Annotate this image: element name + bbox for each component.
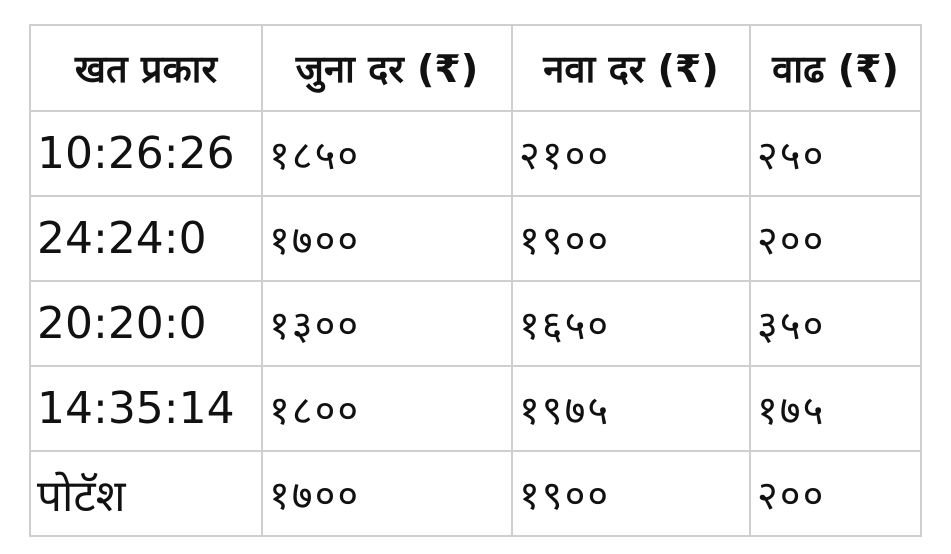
table-row: 20:20:0 १३०० १६५० ३५०	[29, 280, 922, 367]
fertilizer-type-cell: 14:35:14	[29, 365, 263, 452]
old-rate-cell: १३००	[261, 280, 513, 367]
old-rate-cell: १८००	[261, 365, 513, 452]
fertilizer-price-table: खत प्रकार जुना दर (₹) नवा दर (₹) वाढ (₹)…	[29, 24, 922, 537]
new-rate-cell: १९००	[511, 195, 751, 282]
new-rate-cell: १९७५	[511, 365, 751, 452]
new-rate-cell: १९००	[511, 450, 751, 537]
increase-cell: २००	[749, 450, 922, 537]
header-row: खत प्रकार जुना दर (₹) नवा दर (₹) वाढ (₹)	[29, 24, 922, 112]
table-row: 14:35:14 १८०० १९७५ १७५	[29, 365, 922, 452]
increase-cell: २५०	[749, 110, 922, 197]
new-rate-cell: २१००	[511, 110, 751, 197]
header-fertilizer-type: खत प्रकार	[29, 24, 263, 112]
table-row: पोटॅश १७०० १९०० २००	[29, 450, 922, 537]
header-old-rate: जुना दर (₹)	[261, 24, 513, 112]
fertilizer-type-cell: 10:26:26	[29, 110, 263, 197]
increase-cell: २००	[749, 195, 922, 282]
increase-cell: १७५	[749, 365, 922, 452]
header-increase: वाढ (₹)	[749, 24, 922, 112]
new-rate-cell: १६५०	[511, 280, 751, 367]
old-rate-cell: १७००	[261, 450, 513, 537]
fertilizer-type-cell: पोटॅश	[29, 450, 263, 537]
old-rate-cell: १७००	[261, 195, 513, 282]
old-rate-cell: १८५०	[261, 110, 513, 197]
fertilizer-type-cell: 24:24:0	[29, 195, 263, 282]
table-row: 24:24:0 १७०० १९०० २००	[29, 195, 922, 282]
header-new-rate: नवा दर (₹)	[511, 24, 751, 112]
fertilizer-type-cell: 20:20:0	[29, 280, 263, 367]
table-row: 10:26:26 १८५० २१०० २५०	[29, 110, 922, 197]
increase-cell: ३५०	[749, 280, 922, 367]
